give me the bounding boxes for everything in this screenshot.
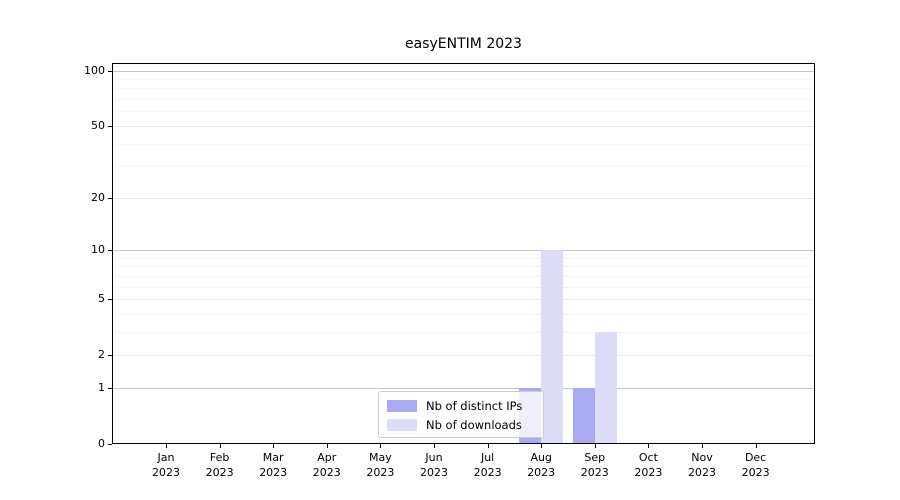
y-tick-mark: [108, 197, 112, 199]
gridline: [112, 79, 815, 81]
x-tick-label: Jun 2023: [420, 451, 448, 479]
y-tick-mark: [108, 444, 112, 445]
gridline: [112, 313, 815, 315]
x-tick-mark: [594, 444, 596, 448]
legend-swatch-distinct-ips-icon: [387, 400, 417, 413]
x-tick-label: Dec 2023: [741, 451, 770, 479]
bar-aug-downloads: [541, 250, 564, 444]
y-tick-mark: [108, 125, 112, 127]
gridline: [112, 250, 815, 251]
bar-sep-distinct-ips: [572, 387, 595, 444]
y-tick-label: 0: [98, 437, 105, 450]
y-tick-mark: [108, 250, 112, 251]
y-tick-mark: [108, 70, 112, 72]
y-tick-mark: [108, 355, 112, 357]
y-tick-label: 10: [91, 243, 105, 256]
legend-item-distinct-ips: Nb of distinct IPs: [387, 397, 535, 416]
y-tick-label: 20: [91, 190, 105, 204]
y-tick-mark: [108, 299, 112, 301]
legend-item-downloads: Nb of downloads: [387, 416, 535, 435]
x-tick-label: Jan 2023: [152, 451, 180, 479]
grid-layer: [112, 63, 815, 444]
x-tick-mark: [434, 444, 435, 448]
x-tick-label: Sep 2023: [580, 451, 609, 479]
gridline: [112, 111, 815, 113]
legend-swatch-downloads-icon: [387, 418, 417, 431]
x-tick-label: May 2023: [366, 451, 395, 479]
x-tick-label: Nov 2023: [688, 451, 716, 479]
gridline: [112, 331, 815, 333]
x-tick-mark: [541, 444, 543, 448]
gridline: [112, 266, 815, 268]
gridline: [112, 299, 815, 301]
x-tick-label: Oct 2023: [634, 451, 663, 479]
y-tick-label: 5: [98, 292, 105, 306]
x-tick-mark: [487, 444, 489, 448]
x-tick-mark: [166, 444, 167, 448]
gridline: [112, 286, 815, 288]
gridline: [112, 143, 815, 145]
legend: Nb of distinct IPs Nb of downloads: [378, 391, 544, 438]
gridline: [112, 355, 815, 357]
x-tick-mark: [702, 444, 703, 448]
y-tick-label: 50: [91, 118, 105, 132]
y-tick-label: 1: [98, 380, 105, 394]
y-tick-mark: [108, 387, 112, 389]
y-tick-label: 100: [84, 63, 105, 77]
y-tick-label: 2: [98, 348, 105, 362]
gridline: [112, 275, 815, 277]
x-tick-label: Feb 2023: [205, 451, 234, 479]
x-tick-label: Aug 2023: [527, 451, 556, 479]
legend-label-downloads: Nb of downloads: [426, 417, 522, 432]
bar-layer: [112, 63, 815, 444]
gridline: [112, 125, 815, 127]
legend-label-distinct-ips: Nb of distinct IPs: [426, 399, 523, 414]
gridline: [112, 197, 815, 199]
x-tick-label: Jul 2023: [473, 451, 502, 479]
x-tick-mark: [648, 444, 650, 448]
x-tick-label: Apr 2023: [312, 451, 341, 479]
gridline: [112, 257, 815, 259]
x-tick-label: Mar 2023: [259, 451, 288, 479]
x-tick-mark: [755, 444, 757, 448]
x-tick-mark: [326, 444, 328, 448]
chart-title: easyENTIM 2023: [405, 36, 522, 52]
x-tick-mark: [273, 444, 275, 448]
x-tick-mark: [219, 444, 221, 448]
gridline: [112, 166, 815, 168]
gridline: [112, 88, 815, 90]
gridline: [112, 387, 815, 389]
gridline: [112, 70, 815, 72]
bar-sep-downloads: [594, 331, 617, 444]
gridline: [112, 99, 815, 101]
x-tick-mark: [380, 444, 382, 448]
